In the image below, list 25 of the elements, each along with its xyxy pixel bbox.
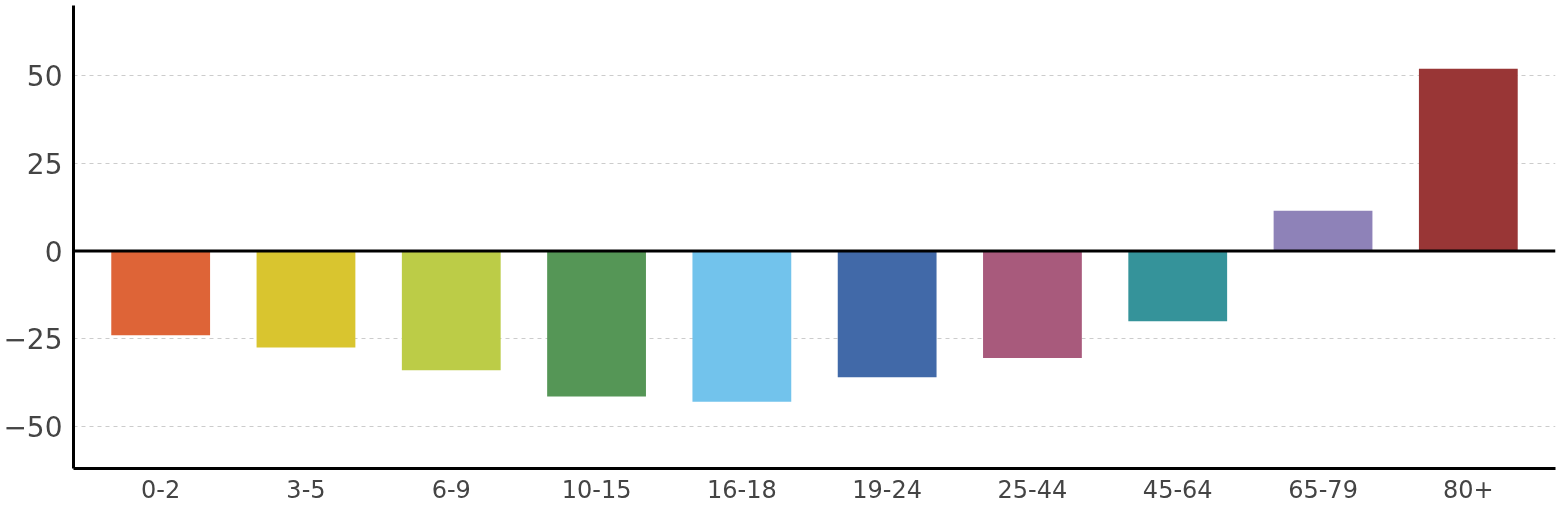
x-tick-label: 16-18	[706, 475, 777, 504]
bar	[1418, 68, 1518, 252]
x-tick-label: 80+	[1443, 475, 1494, 504]
x-tick-label: 45-64	[1142, 475, 1213, 504]
bar	[256, 251, 356, 348]
x-tick-label: 6-9	[431, 475, 471, 504]
y-tick-label: 25	[26, 147, 63, 181]
bar	[1273, 210, 1373, 252]
y-tick-label: −50	[3, 410, 63, 444]
bar	[837, 251, 937, 378]
y-tick-label: 0	[44, 235, 63, 269]
bar	[111, 251, 211, 336]
bar	[983, 251, 1082, 359]
bar	[692, 251, 792, 402]
y-tick-label: 50	[26, 60, 63, 94]
bar	[1128, 251, 1228, 322]
y-tick-label: −25	[3, 323, 63, 357]
bar	[547, 251, 646, 397]
x-tick-label: 65-79	[1288, 475, 1358, 504]
x-tick-label: 0-2	[141, 475, 181, 504]
x-tick-label: 19-24	[852, 475, 923, 504]
bar	[401, 251, 501, 371]
x-tick-label: 25-44	[997, 475, 1068, 504]
x-tick-label: 10-15	[561, 475, 632, 504]
x-tick-label: 3-5	[286, 475, 326, 504]
